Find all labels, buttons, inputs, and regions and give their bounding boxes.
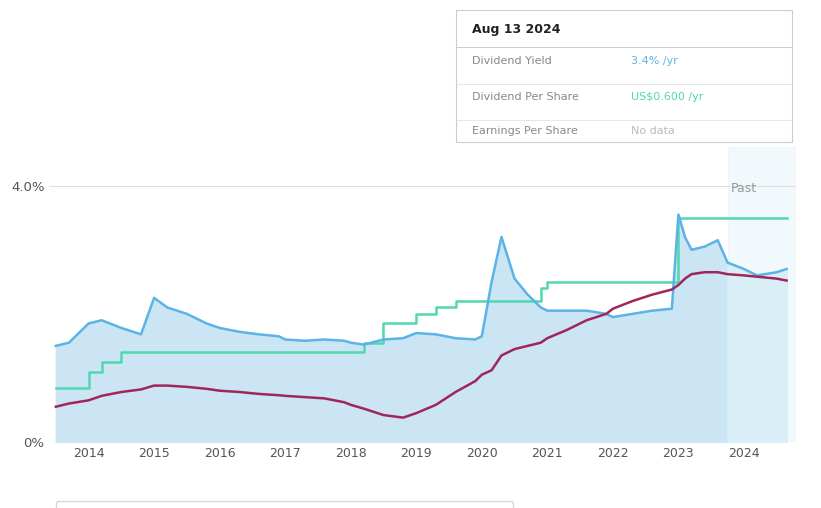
Legend: Dividend Yield, Dividend Per Share, Earnings Per Share: Dividend Yield, Dividend Per Share, Earn… xyxy=(56,501,513,508)
FancyBboxPatch shape xyxy=(456,10,792,142)
Text: Dividend Per Share: Dividend Per Share xyxy=(473,92,580,102)
Text: Aug 13 2024: Aug 13 2024 xyxy=(473,23,561,37)
Text: No data: No data xyxy=(631,126,675,136)
Bar xyxy=(727,147,800,442)
Text: Dividend Yield: Dividend Yield xyxy=(473,56,553,67)
Text: US$0.600 /yr: US$0.600 /yr xyxy=(631,92,703,102)
Text: Earnings Per Share: Earnings Per Share xyxy=(473,126,578,136)
Text: 3.4% /yr: 3.4% /yr xyxy=(631,56,677,67)
Text: Past: Past xyxy=(731,182,757,195)
